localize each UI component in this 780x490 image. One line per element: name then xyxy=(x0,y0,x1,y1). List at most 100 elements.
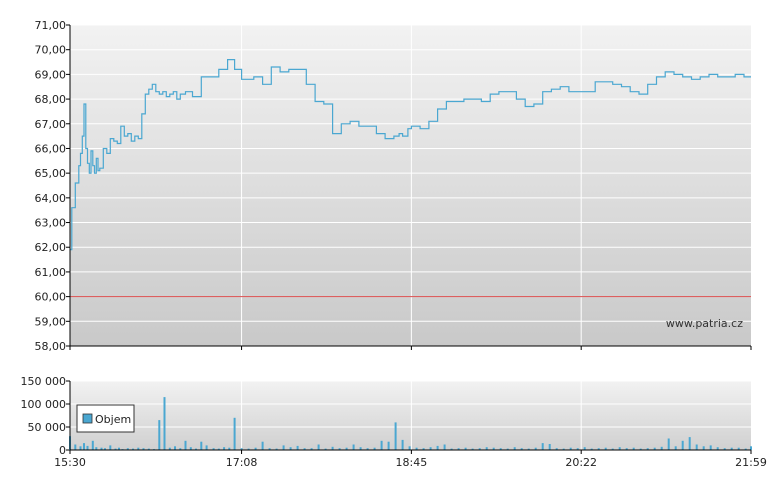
volume-bar xyxy=(506,448,509,450)
volume-bar xyxy=(478,448,481,450)
volume-bar xyxy=(688,437,691,450)
volume-bar xyxy=(217,448,220,450)
volume-bar xyxy=(118,447,120,450)
volume-bar xyxy=(583,447,586,450)
volume-bar xyxy=(597,448,600,450)
price-y-tick-label: 64,00 xyxy=(35,192,67,205)
volume-bar xyxy=(310,448,313,450)
volume-bar xyxy=(126,448,129,450)
volume-bar xyxy=(331,446,334,450)
volume-bar xyxy=(485,447,488,450)
volume-bar xyxy=(104,448,106,450)
volume-bar xyxy=(275,448,278,450)
volume-bar xyxy=(147,448,150,450)
volume-bar xyxy=(611,448,614,450)
volume-bars xyxy=(69,397,752,450)
volume-bar xyxy=(373,447,376,450)
volume-bar xyxy=(366,448,369,450)
volume-bar xyxy=(750,446,752,450)
volume-bar xyxy=(296,445,299,450)
volume-bar xyxy=(352,444,355,450)
volume-bar xyxy=(184,440,187,450)
volume-bar xyxy=(674,446,677,450)
volume-bar xyxy=(681,440,684,450)
volume-bar xyxy=(695,444,698,450)
volume-bar xyxy=(555,448,558,450)
volume-bar xyxy=(632,447,635,450)
volume-bar xyxy=(499,448,502,450)
volume-y-tick-label: 50 000 xyxy=(28,421,67,434)
volume-bar xyxy=(744,448,747,450)
volume-bar xyxy=(114,448,117,450)
volume-bar xyxy=(205,445,208,450)
price-series-line xyxy=(70,58,751,251)
volume-bar xyxy=(163,397,166,450)
volume-bar xyxy=(282,445,285,450)
price-y-tick-label: 68,00 xyxy=(35,93,67,106)
volume-bar xyxy=(723,448,726,450)
volume-y-axis: 150 000 100 000 50 000 0 xyxy=(21,375,70,457)
x-tick-label: 17:08 xyxy=(226,456,258,469)
volume-bar xyxy=(254,447,257,450)
volume-bar xyxy=(534,447,537,450)
price-y-tick-label: 62,00 xyxy=(35,241,67,254)
volume-bar xyxy=(604,447,607,450)
price-y-tick-label: 67,00 xyxy=(35,118,67,131)
volume-bar xyxy=(653,447,656,450)
volume-bar xyxy=(240,448,243,450)
volume-bar xyxy=(345,447,348,450)
volume-bar xyxy=(95,447,98,450)
volume-bar xyxy=(646,448,649,450)
volume-y-tick-label: 0 xyxy=(59,444,66,457)
price-y-tick-label: 71,00 xyxy=(35,19,67,32)
volume-bar xyxy=(520,448,523,450)
volume-bar xyxy=(443,444,446,450)
x-tick-label: 15:30 xyxy=(54,456,86,469)
price-y-tick-label: 69,00 xyxy=(35,68,67,81)
price-y-tick-label: 70,00 xyxy=(35,44,67,57)
volume-bar xyxy=(179,448,182,450)
volume-bar xyxy=(513,447,516,450)
volume-bar xyxy=(471,448,474,450)
volume-bar xyxy=(338,448,341,450)
volume-bar xyxy=(527,448,530,450)
volume-bar xyxy=(158,420,161,450)
volume-bar xyxy=(268,448,271,450)
volume-bar xyxy=(702,446,705,450)
volume-bar xyxy=(401,439,404,450)
price-x-ticks xyxy=(69,346,752,350)
volume-bar xyxy=(212,448,215,450)
volume-bar xyxy=(359,447,362,450)
volume-bar xyxy=(737,447,740,450)
price-y-tick-label: 58,00 xyxy=(35,340,67,353)
volume-bar xyxy=(74,444,77,450)
volume-bar xyxy=(730,447,733,450)
volume-bar xyxy=(109,445,112,450)
volume-bar xyxy=(639,448,642,450)
volume-bar xyxy=(233,417,236,450)
volume-bar xyxy=(422,448,425,450)
volume-bar xyxy=(380,440,383,450)
volume-bar xyxy=(195,448,197,450)
volume-bar xyxy=(576,448,579,450)
volume-y-tick-label: 100 000 xyxy=(21,398,67,411)
volume-bar xyxy=(394,422,397,450)
volume-bar xyxy=(415,447,418,450)
volume-bar xyxy=(436,445,439,450)
x-tick-label: 20:22 xyxy=(565,456,597,469)
volume-bar xyxy=(429,447,432,450)
volume-bar xyxy=(457,448,460,450)
legend-label: Objem xyxy=(95,413,131,426)
volume-bar xyxy=(709,445,712,450)
volume-bar xyxy=(716,447,719,450)
volume-y-tick-label: 150 000 xyxy=(21,375,67,388)
volume-bar xyxy=(667,438,670,450)
volume-bar xyxy=(79,446,82,450)
volume-plot-background xyxy=(70,381,751,450)
volume-legend: Objem xyxy=(76,404,135,433)
volume-bar xyxy=(132,448,134,450)
price-y-tick-label: 60,00 xyxy=(35,291,67,304)
price-plot-background xyxy=(70,25,751,346)
price-y-axis: 71,00 70,00 69,00 68,00 67,00 66,00 65,00 64,00… xyxy=(35,19,70,353)
